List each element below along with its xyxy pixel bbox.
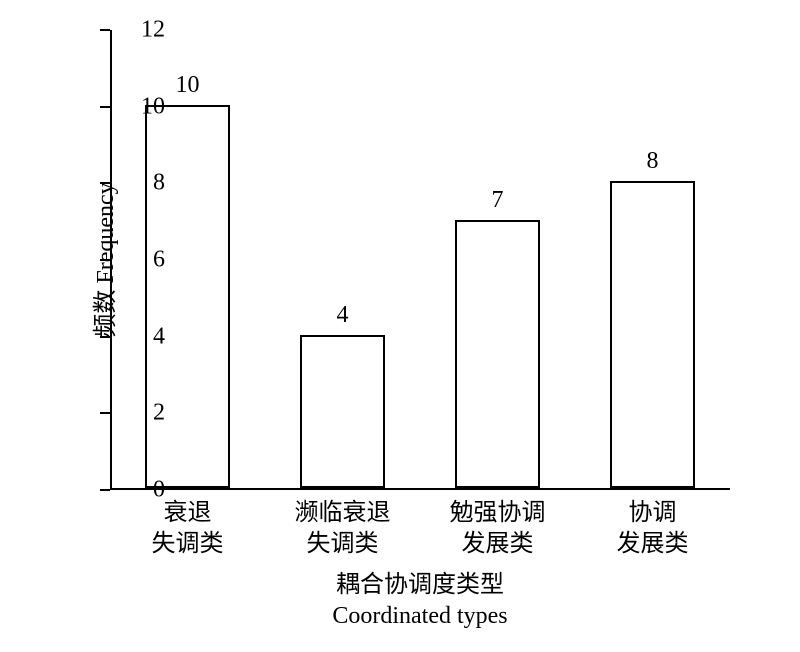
x-category-label: 勉强协调发展类 [420, 498, 575, 560]
x-category-line2: 失调类 [110, 529, 265, 560]
bar-value-label: 8 [590, 148, 715, 175]
y-tick [100, 106, 110, 108]
bar-value-label: 7 [435, 187, 560, 214]
x-axis-line [110, 488, 730, 490]
y-tick [100, 489, 110, 491]
y-tick-label: 6 [125, 247, 165, 274]
x-axis-title-cn: 耦合协调度类型 [110, 570, 730, 601]
bar [455, 220, 540, 488]
y-tick [100, 412, 110, 414]
x-category-line2: 发展类 [575, 529, 730, 560]
y-tick-label: 4 [125, 323, 165, 350]
y-tick [100, 182, 110, 184]
y-tick-label: 2 [125, 400, 165, 427]
x-category-line1: 衰退 [110, 498, 265, 529]
bar-chart: 频数 Frequency 10478 024681012 衰退失调类濒临衰退失调… [0, 0, 800, 652]
y-tick [100, 29, 110, 31]
y-tick-label: 12 [125, 17, 165, 44]
x-axis-title: 耦合协调度类型 Coordinated types [110, 570, 730, 632]
x-category-line2: 失调类 [265, 529, 420, 560]
y-tick [100, 336, 110, 338]
x-axis-title-en: Coordinated types [110, 601, 730, 632]
bar [610, 181, 695, 488]
x-category-label: 协调发展类 [575, 498, 730, 560]
bar [300, 335, 385, 488]
y-axis-line [110, 30, 112, 490]
x-category-line2: 发展类 [420, 529, 575, 560]
x-category-line1: 勉强协调 [420, 498, 575, 529]
x-category-label: 濒临衰退失调类 [265, 498, 420, 560]
plot-area: 10 4 7 8 [110, 30, 730, 490]
x-category-line1: 濒临衰退 [265, 498, 420, 529]
bar-value-label: 4 [280, 302, 405, 329]
bar [145, 105, 230, 488]
x-category-line1: 协调 [575, 498, 730, 529]
y-tick-label: 8 [125, 170, 165, 197]
y-tick-label: 10 [125, 93, 165, 120]
y-tick [100, 259, 110, 261]
x-category-label: 衰退失调类 [110, 498, 265, 560]
